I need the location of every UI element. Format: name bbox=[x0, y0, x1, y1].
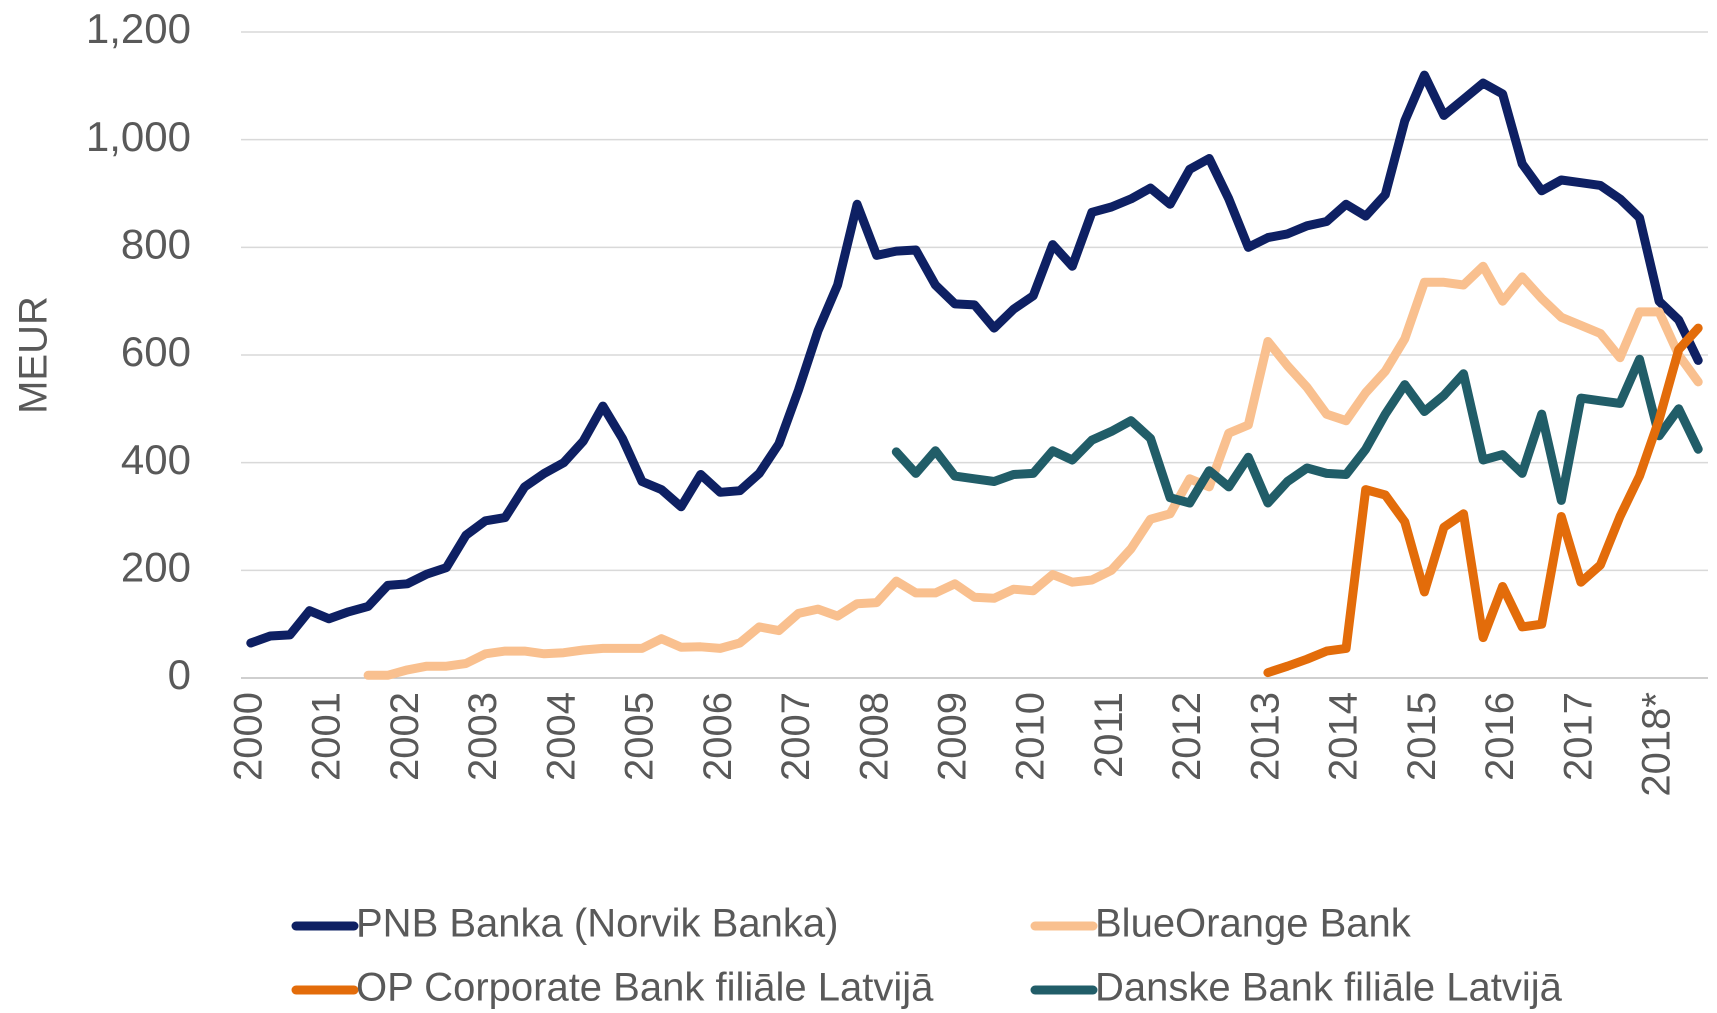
x-tick-label: 2017 bbox=[1556, 692, 1600, 781]
series-line bbox=[246, 70, 1703, 648]
y-tick-label: 0 bbox=[168, 651, 191, 698]
legend-label: PNB Banka (Norvik Banka) bbox=[356, 902, 838, 946]
series-line bbox=[1263, 323, 1703, 678]
x-tick-label: 2018* bbox=[1635, 692, 1679, 797]
x-tick-label: 2000 bbox=[226, 692, 270, 781]
y-tick-label: 200 bbox=[121, 543, 191, 590]
x-tick-label: 2014 bbox=[1322, 692, 1366, 781]
x-tick-label: 2012 bbox=[1165, 692, 1209, 781]
y-tick-label: 600 bbox=[121, 328, 191, 375]
y-tick-label: 1,200 bbox=[86, 5, 191, 52]
legend-label: BlueOrange Bank bbox=[1095, 902, 1412, 946]
x-tick-label: 2004 bbox=[539, 692, 583, 781]
series-line bbox=[891, 354, 1703, 508]
x-tick-label: 2006 bbox=[696, 692, 740, 781]
x-tick-label: 2011 bbox=[1087, 692, 1131, 778]
y-tick-label: 1,000 bbox=[86, 113, 191, 160]
x-tick-label: 2008 bbox=[852, 692, 896, 781]
x-tick-label: 2005 bbox=[618, 692, 662, 781]
x-tick-label: 2009 bbox=[931, 692, 975, 781]
legend-label: OP Corporate Bank filiāle Latvijā bbox=[356, 966, 934, 1010]
x-tick-label: 2016 bbox=[1478, 692, 1522, 781]
y-tick-label: 800 bbox=[121, 220, 191, 267]
y-tick-label: 400 bbox=[121, 436, 191, 483]
x-tick-label: 2003 bbox=[461, 692, 505, 781]
x-tick-label: 2007 bbox=[774, 692, 818, 781]
legend-label: Danske Bank filiāle Latvijā bbox=[1095, 966, 1563, 1010]
series-line bbox=[363, 261, 1703, 680]
y-axis-title: MEUR bbox=[12, 296, 56, 414]
x-tick-label: 2010 bbox=[1009, 692, 1053, 781]
x-tick-label: 2013 bbox=[1243, 692, 1287, 781]
x-tick-label: 2002 bbox=[383, 692, 427, 781]
x-tick-label: 2015 bbox=[1400, 692, 1444, 781]
x-tick-label: 2001 bbox=[305, 692, 349, 781]
